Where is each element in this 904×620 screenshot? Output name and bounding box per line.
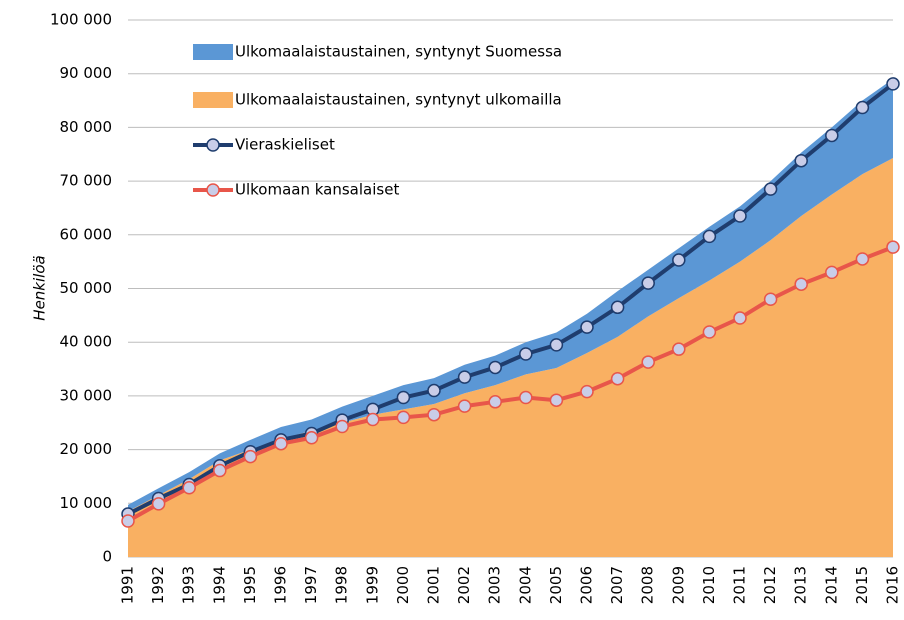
marker xyxy=(488,395,502,409)
marker xyxy=(672,253,686,267)
marker xyxy=(457,399,472,413)
marker xyxy=(427,407,441,422)
y-tick-label: 50 000 xyxy=(60,279,113,297)
marker xyxy=(610,300,625,315)
marker xyxy=(427,383,441,398)
y-tick-label: 60 000 xyxy=(60,225,113,243)
marker xyxy=(763,182,778,196)
legend-label: Ulkomaan kansalaiset xyxy=(235,181,399,199)
legend-swatch xyxy=(193,92,233,108)
y-tick-label: 0 xyxy=(102,548,112,566)
x-tick-label: 2011 xyxy=(731,566,749,604)
x-tick-label: 1995 xyxy=(241,566,259,604)
marker xyxy=(182,480,196,495)
x-tick-label: 2009 xyxy=(669,566,687,604)
marker xyxy=(396,410,411,425)
x-tick-label: 2010 xyxy=(700,566,718,604)
legend-entry: Ulkomaalaistaustainen, syntynyt Suomessa xyxy=(193,43,562,61)
x-tick-label: 2001 xyxy=(425,566,443,604)
x-tick-label: 2002 xyxy=(455,566,473,604)
legend-entry: Ulkomaan kansalaiset xyxy=(193,181,399,199)
marker xyxy=(274,436,288,451)
marker xyxy=(396,390,411,405)
x-tick-label: 1994 xyxy=(210,566,228,604)
y-tick-label: 40 000 xyxy=(60,333,113,351)
x-tick-label: 2003 xyxy=(486,566,504,604)
marker xyxy=(335,419,349,434)
marker xyxy=(794,277,808,291)
y-tick-label: 100 000 xyxy=(50,11,112,29)
marker xyxy=(243,449,258,464)
x-tick-label: 1998 xyxy=(333,566,351,604)
x-tick-label: 1992 xyxy=(149,566,167,604)
legend-label: Ulkomaalaistaustainen, syntynyt Suomessa xyxy=(235,43,562,61)
x-tick-label: 2005 xyxy=(547,566,565,604)
x-tick-label: 1993 xyxy=(180,566,198,604)
marker xyxy=(519,347,533,361)
y-tick-label: 20 000 xyxy=(60,440,113,458)
marker xyxy=(549,393,564,407)
legend-label: Ulkomaalaistaustainen, syntynyt ulkomail… xyxy=(235,91,562,109)
marker xyxy=(457,370,472,384)
x-tick-label: 1996 xyxy=(272,566,290,604)
x-tick-label: 2007 xyxy=(608,566,626,604)
marker xyxy=(733,311,747,325)
y-tick-label: 30 000 xyxy=(60,386,113,404)
marker xyxy=(794,153,808,168)
x-tick-label: 1999 xyxy=(363,566,381,604)
x-tick-label: 2006 xyxy=(578,566,596,604)
x-tick-label: 2016 xyxy=(884,566,902,604)
marker xyxy=(763,292,778,306)
marker xyxy=(304,431,319,445)
marker xyxy=(855,100,870,115)
legend-marker xyxy=(206,183,220,197)
marker xyxy=(733,209,747,223)
marker xyxy=(610,371,625,386)
x-tick-label: 2008 xyxy=(639,566,657,604)
marker xyxy=(366,412,380,427)
x-tick-label: 2013 xyxy=(792,566,810,604)
marker xyxy=(580,320,594,334)
marker xyxy=(886,240,900,254)
marker xyxy=(488,360,502,375)
y-tick-label: 90 000 xyxy=(60,64,113,82)
x-tick-label: 2004 xyxy=(516,566,534,604)
legend-swatch xyxy=(193,44,233,60)
marker xyxy=(519,390,533,405)
marker xyxy=(151,497,166,511)
marker xyxy=(702,229,717,244)
y-tick-label: 70 000 xyxy=(60,172,113,190)
x-tick-label: 2015 xyxy=(853,566,871,604)
y-axis-label: Henkilöä xyxy=(31,255,49,320)
marker xyxy=(825,128,839,143)
legend-entry: Ulkomaalaistaustainen, syntynyt ulkomail… xyxy=(193,91,562,109)
y-tick-label: 10 000 xyxy=(60,494,113,512)
marker xyxy=(702,325,717,339)
x-tick-label: 1991 xyxy=(119,566,137,604)
marker xyxy=(641,355,655,369)
legend-entry: Vieraskieliset xyxy=(193,136,335,154)
marker xyxy=(886,77,900,91)
marker xyxy=(825,265,839,280)
marker xyxy=(121,514,135,528)
marker xyxy=(549,338,564,352)
marker xyxy=(855,252,870,266)
x-tick-label: 2012 xyxy=(761,566,779,604)
x-tick-label: 1997 xyxy=(302,566,320,604)
x-tick-label: 2000 xyxy=(394,566,412,604)
legend-label: Vieraskieliset xyxy=(235,136,335,154)
area xyxy=(128,158,893,557)
marker xyxy=(672,342,686,356)
marker xyxy=(213,463,227,478)
area xyxy=(128,79,893,512)
y-tick-label: 80 000 xyxy=(60,118,113,136)
legend-marker xyxy=(206,138,220,152)
marker xyxy=(641,276,655,290)
x-tick-label: 2014 xyxy=(822,566,840,604)
marker xyxy=(580,384,594,399)
